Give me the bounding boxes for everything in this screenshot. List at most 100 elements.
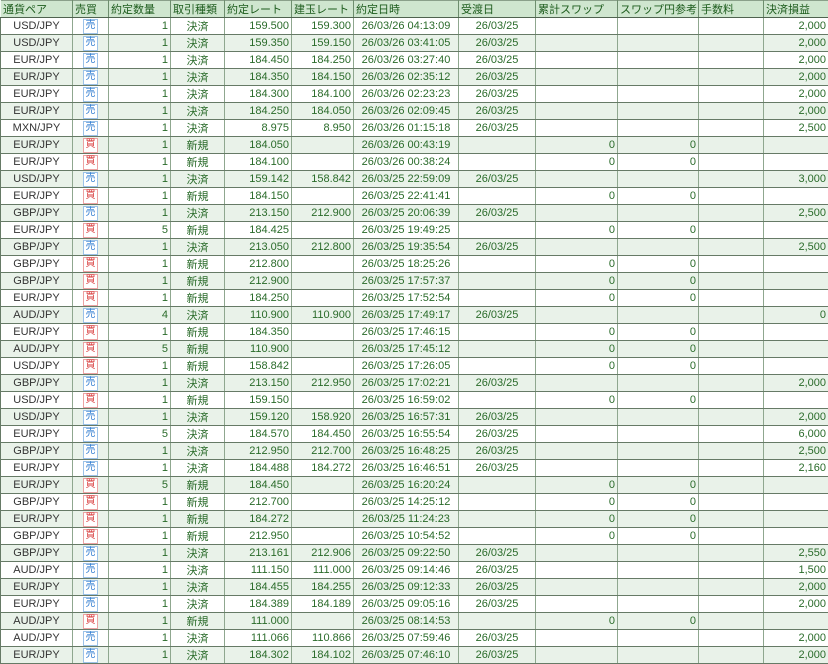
column-header-rate[interactable]: 約定レート [225,1,292,18]
cell-type: 決済 [171,630,225,647]
cell-delivery [459,273,536,290]
cell-type: 新規 [171,477,225,494]
cell-open_rate [292,188,354,205]
cell-side: 売 [73,562,109,579]
cell-swap_jpy_ref [618,545,699,562]
column-header-side[interactable]: 売買 [73,1,109,18]
column-header-datetime[interactable]: 約定日時 [354,1,459,18]
cell-delivery: 26/03/25 [459,630,536,647]
cell-swap: 0 [536,273,618,290]
cell-type: 新規 [171,392,225,409]
column-header-qty[interactable]: 約定数量 [109,1,171,18]
cell-pl: 2,000 [764,69,828,86]
column-header-fee[interactable]: 手数料 [699,1,764,18]
column-header-pl[interactable]: 決済損益 [764,1,828,18]
column-header-pair[interactable]: 通貨ペア [1,1,73,18]
cell-pl [764,528,828,545]
column-header-open_rate[interactable]: 建玉レート [292,1,354,18]
cell-swap_jpy_ref: 0 [618,392,699,409]
cell-delivery: 26/03/25 [459,375,536,392]
cell-type: 決済 [171,52,225,69]
cell-delivery: 26/03/25 [459,426,536,443]
buy-badge: 買 [83,393,98,408]
column-header-type[interactable]: 取引種類 [171,1,225,18]
buy-badge: 買 [83,257,98,272]
cell-qty: 1 [109,154,171,171]
cell-fee [699,409,764,426]
cell-type: 決済 [171,120,225,137]
cell-pl: 2,000 [764,579,828,596]
cell-pair: EUR/JPY [1,103,73,120]
cell-open_rate: 158.920 [292,409,354,426]
cell-qty: 5 [109,341,171,358]
cell-datetime: 26/03/25 19:49:25 [354,222,459,239]
cell-datetime: 26/03/25 17:02:21 [354,375,459,392]
cell-open_rate [292,477,354,494]
cell-open_rate: 184.102 [292,647,354,664]
cell-swap_jpy_ref: 0 [618,341,699,358]
cell-qty: 1 [109,392,171,409]
cell-open_rate [292,324,354,341]
cell-swap [536,579,618,596]
column-header-delivery[interactable]: 受渡日 [459,1,536,18]
cell-swap_jpy_ref [618,630,699,647]
cell-side: 売 [73,69,109,86]
cell-qty: 1 [109,460,171,477]
cell-qty: 5 [109,426,171,443]
cell-delivery: 26/03/25 [459,103,536,120]
buy-badge: 買 [83,512,98,527]
cell-pair: GBP/JPY [1,205,73,222]
column-header-swap_jpy_ref[interactable]: スワップ円参考 [618,1,699,18]
cell-open_rate [292,222,354,239]
cell-rate: 184.272 [225,511,292,528]
cell-pair: GBP/JPY [1,528,73,545]
cell-pair: EUR/JPY [1,52,73,69]
cell-delivery [459,222,536,239]
cell-rate: 159.500 [225,18,292,35]
cell-datetime: 26/03/26 00:43:19 [354,137,459,154]
cell-datetime: 26/03/25 07:59:46 [354,630,459,647]
cell-type: 決済 [171,205,225,222]
column-header-swap[interactable]: 累計スワップ [536,1,618,18]
cell-datetime: 26/03/25 17:46:15 [354,324,459,341]
